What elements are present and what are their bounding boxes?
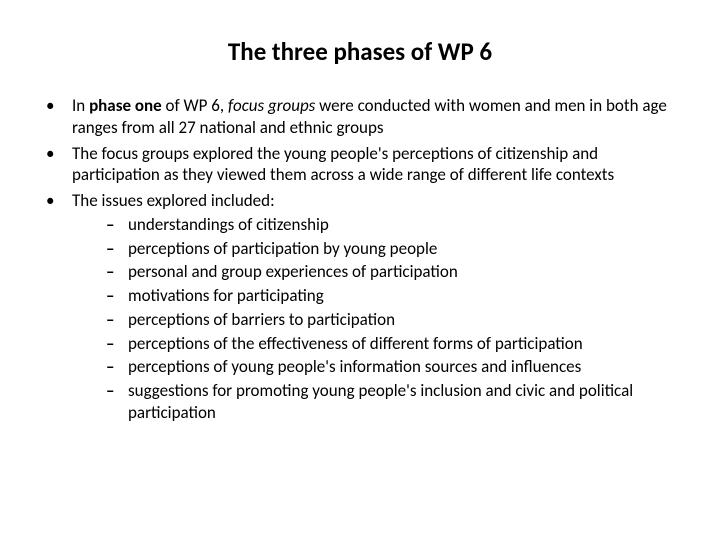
text: perceptions of young people's informatio… — [128, 356, 581, 377]
text: suggestions for promoting young people's… — [128, 380, 633, 423]
sub-item: perceptions of young people's informatio… — [100, 356, 684, 378]
sub-item: suggestions for promoting young people's… — [100, 380, 684, 424]
text: motivations for participating — [128, 285, 324, 306]
text: perceptions of barriers to participation — [128, 309, 395, 330]
italic-text: focus groups — [228, 95, 315, 116]
page-title: The three phases of WP 6 — [36, 36, 684, 67]
sub-item: motivations for participating — [100, 285, 684, 307]
text: In — [72, 95, 89, 116]
sub-item: perceptions of participation by young pe… — [100, 238, 684, 260]
bold-text: phase one — [89, 95, 162, 116]
text: personal and group experiences of partic… — [128, 261, 458, 282]
sub-item: perceptions of barriers to participation — [100, 309, 684, 331]
text: understandings of citizenship — [128, 214, 329, 235]
bullet-item-1: In phase one of WP 6, focus groups were … — [36, 95, 684, 139]
text: The issues explored included: — [72, 190, 275, 211]
bullet-list: In phase one of WP 6, focus groups were … — [36, 95, 684, 424]
text: The focus groups explored the young peop… — [72, 143, 614, 186]
text: perceptions of the effectiveness of diff… — [128, 333, 583, 354]
sub-list: understandings of citizenship perception… — [72, 214, 684, 424]
sub-item: perceptions of the effectiveness of diff… — [100, 333, 684, 355]
text: of WP 6, — [162, 95, 228, 116]
bullet-item-2: The focus groups explored the young peop… — [36, 143, 684, 187]
bullet-item-3: The issues explored included: understand… — [36, 190, 684, 424]
text: perceptions of participation by young pe… — [128, 238, 437, 259]
sub-item: understandings of citizenship — [100, 214, 684, 236]
sub-item: personal and group experiences of partic… — [100, 261, 684, 283]
